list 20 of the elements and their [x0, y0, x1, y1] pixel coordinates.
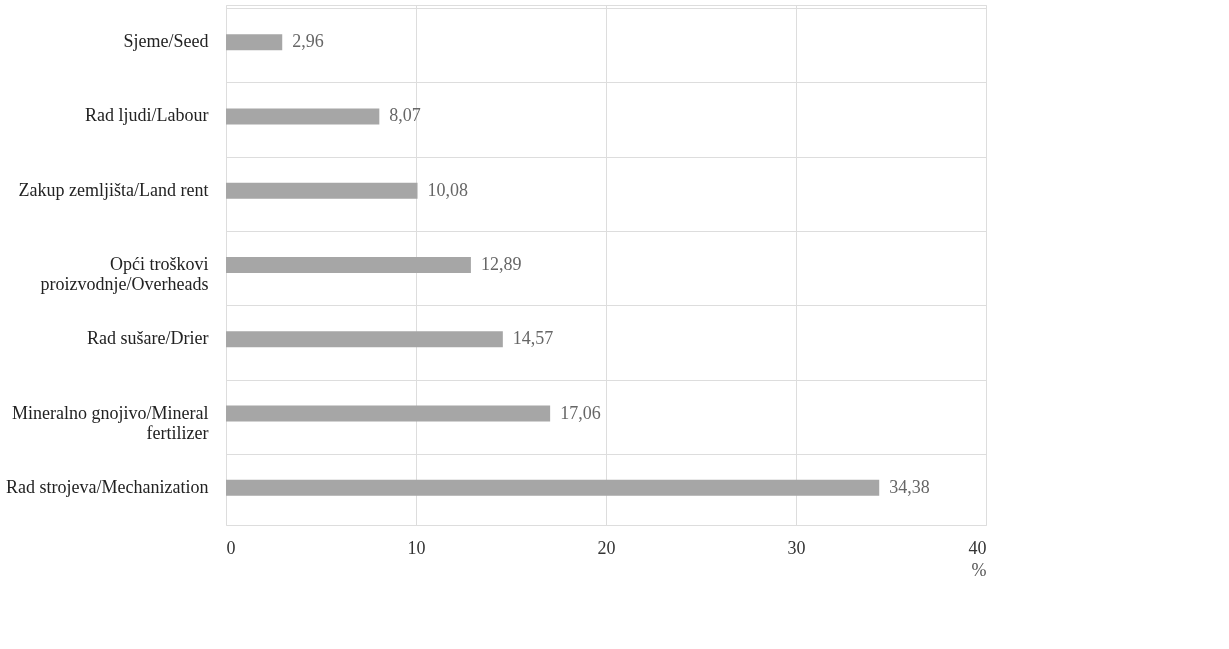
y-tick-label: Mineralno gnojivo/Mineral fertilizer: [12, 402, 209, 443]
data-label: 17,06: [560, 402, 601, 423]
data-label: 8,07: [389, 105, 421, 126]
data-label: 14,57: [512, 328, 554, 349]
y-tick-label: Zakup zemljišta/Land rent: [18, 179, 209, 200]
y-tick-label: Rad ljudi/Labour: [85, 105, 209, 126]
y-tick-label: Opći troškovi proizvodnje/Overheads: [40, 254, 209, 294]
y-tick-label: Rad strojeva/Mechanization: [6, 476, 209, 497]
x-tick-label: 20: [597, 537, 616, 558]
data-label: 10,08: [427, 179, 469, 200]
data-label: 2,96: [292, 31, 324, 52]
data-label: 12,89: [480, 254, 522, 274]
x-tick-label: 0: [226, 537, 236, 558]
y-tick-label: Sjeme/Seed: [123, 31, 209, 52]
x-tick-label: 30: [787, 537, 806, 558]
y-tick-label: Rad sušare/Drier: [87, 328, 209, 349]
x-axis-title: %: [971, 559, 987, 580]
x-tick-label: 10: [407, 537, 426, 558]
data-label: 34,38: [889, 476, 930, 497]
x-tick-label: 40: [968, 537, 987, 558]
